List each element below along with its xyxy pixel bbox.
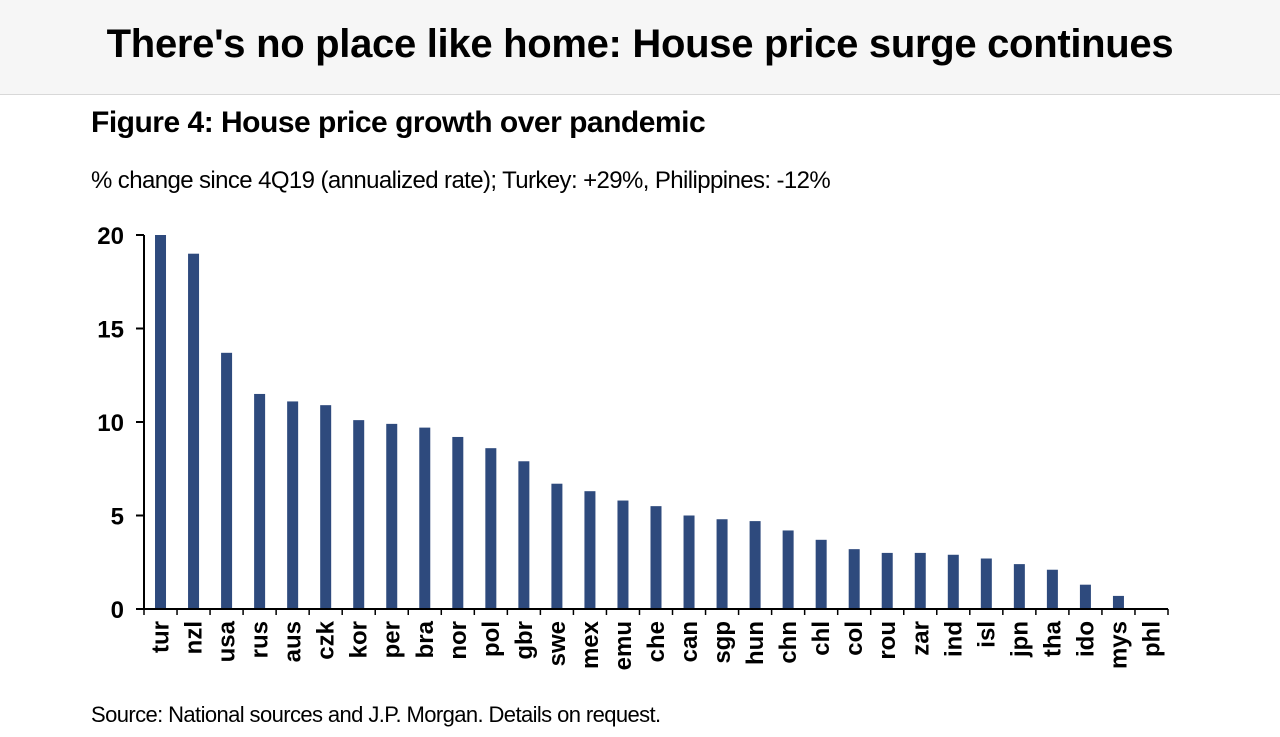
x-category-label: emu: [610, 621, 637, 670]
bar-mex: [584, 491, 596, 609]
x-category-label: nzl: [181, 621, 208, 654]
bar-rus: [254, 393, 266, 609]
bar-swe: [551, 483, 563, 609]
axes-group: [136, 234, 1169, 615]
bar-ido: [1079, 584, 1091, 609]
bar-isl: [980, 558, 992, 609]
y-tick-label: 20: [97, 223, 124, 250]
x-category-label: isl: [973, 621, 1000, 648]
x-category-label: phl: [1138, 621, 1165, 657]
x-category-label: che: [643, 621, 670, 662]
x-category-label: mex: [577, 620, 604, 669]
x-category-label: rou: [874, 621, 901, 660]
bar-ind: [947, 554, 959, 609]
bar-chl: [815, 539, 827, 609]
bar-bra: [419, 427, 431, 609]
x-category-label: zar: [907, 621, 934, 656]
y-tick-label: 15: [97, 317, 124, 344]
bar-czk: [320, 405, 332, 609]
bar-nzl: [188, 253, 200, 609]
bar-pol: [485, 448, 497, 609]
bar-hun: [749, 521, 761, 609]
x-category-label: sgp: [709, 621, 736, 664]
figure-title: Figure 4: House price growth over pandem…: [91, 106, 706, 139]
bar-kor: [353, 420, 365, 609]
y-tick-labels: 0 5 10 15 20: [97, 223, 124, 624]
bar-rou: [881, 552, 893, 609]
y-tick-label: 0: [111, 597, 124, 624]
bar-per: [386, 423, 398, 609]
bar-nor: [452, 436, 464, 609]
x-category-label: chn: [775, 621, 802, 664]
x-category-label: per: [379, 621, 406, 658]
bar-jpn: [1013, 564, 1025, 609]
bar-chn: [782, 530, 794, 609]
x-category-label: hun: [742, 621, 769, 665]
bar-gbr: [518, 461, 530, 609]
bar-col: [848, 549, 860, 609]
x-category-label: tur: [148, 621, 175, 653]
header-bar: There's no place like home: House price …: [0, 0, 1280, 95]
bar-emu: [617, 500, 629, 609]
x-category-label: czk: [313, 620, 340, 659]
bar-usa: [221, 352, 233, 609]
source-note: Source: National sources and J.P. Morgan…: [91, 702, 661, 727]
x-category-label: usa: [214, 620, 241, 662]
bar-sgp: [716, 519, 728, 609]
x-category-label: kor: [346, 621, 373, 658]
bars-group: [155, 235, 1157, 609]
x-category-label: mys: [1105, 621, 1132, 669]
x-category-label: swe: [544, 621, 571, 666]
x-category-label: chl: [808, 621, 835, 656]
bar-mys: [1112, 595, 1124, 609]
x-category-label: tha: [1039, 620, 1066, 657]
y-tick-label: 10: [97, 410, 124, 437]
bar-tur: [155, 235, 167, 609]
x-category-label: can: [676, 621, 703, 662]
x-category-label: bra: [412, 620, 439, 658]
page-title: There's no place like home: House price …: [106, 22, 1174, 66]
figure-subtitle: % change since 4Q19 (annualized rate); T…: [91, 167, 831, 194]
x-category-label: jpn: [1006, 621, 1033, 658]
x-category-label: nor: [445, 621, 472, 660]
x-category-label: col: [841, 621, 868, 656]
bar-can: [683, 515, 695, 609]
bar-che: [650, 506, 662, 609]
x-category-label: rus: [247, 621, 274, 658]
y-tick-label: 5: [111, 504, 124, 531]
x-category-label: ind: [940, 621, 967, 657]
x-category-labels: tur nzl usa rus aus czk kor per bra nor pol gbr swe m…: [148, 620, 1166, 670]
bar-aus: [287, 401, 299, 609]
x-category-label: gbr: [511, 621, 538, 660]
x-category-label: pol: [478, 621, 505, 657]
bar-zar: [914, 552, 926, 609]
x-category-label: ido: [1072, 621, 1099, 657]
x-category-label: aus: [280, 621, 307, 662]
bar-tha: [1046, 569, 1058, 609]
